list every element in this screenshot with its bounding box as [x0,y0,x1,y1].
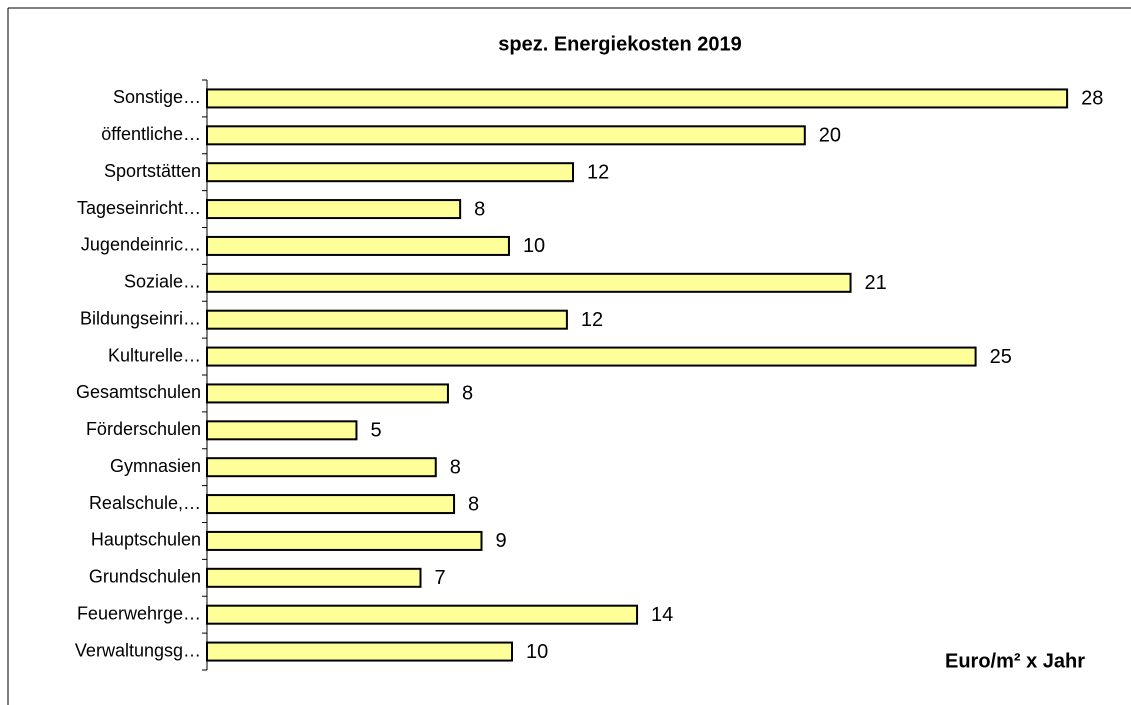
y-tick-label: Gesamtschulen [76,382,201,402]
bar [206,309,568,330]
y-tick-label: Soziale… [124,272,201,292]
value-label: 12 [581,309,603,331]
chart-title: spez. Energiekosten 2019 [498,33,741,55]
y-tick-label: Verwaltungsg… [75,640,201,660]
value-label: 9 [496,530,507,552]
unit-label: Euro/m² x Jahr [945,650,1085,672]
y-tick-label: Bildungseinri… [80,308,201,328]
bar [206,494,456,515]
bar [206,125,806,146]
value-label: 8 [468,493,479,515]
bar [206,457,437,478]
value-label: 25 [990,346,1012,368]
y-tick-label: Grundschulen [89,567,201,587]
y-tick-label: Förderschulen [86,419,201,439]
bar [206,162,574,183]
y-tick-label: Realschule,… [89,493,201,513]
value-label: 20 [819,125,841,147]
bar [206,530,483,551]
y-tick-label: Kulturelle… [108,345,201,365]
y-tick-label: Gymnasien [110,456,201,476]
bar [206,199,462,220]
bar [206,88,1069,109]
y-tick-label: Hauptschulen [91,530,201,550]
value-label: 28 [1081,88,1103,110]
y-tick-label: Feuerwehrge… [77,603,201,623]
bar [206,641,513,662]
y-tick-label: Jugendeinric… [81,235,201,255]
value-label: 10 [526,641,548,663]
bar [206,420,358,441]
value-label: 14 [651,604,673,626]
value-label: 8 [474,198,485,220]
bar [206,567,422,588]
y-tick-label: Sportstätten [104,161,201,181]
value-label: 12 [587,161,609,183]
value-label: 8 [450,456,461,478]
value-label: 5 [370,420,381,442]
value-label: 8 [462,383,473,405]
bar [206,235,510,256]
bar [206,604,639,625]
y-tick-label: Sonstige… [113,87,201,107]
bar [206,383,449,404]
y-tick-label: öffentliche… [101,124,201,144]
value-label: 21 [865,272,887,294]
value-label: 10 [523,235,545,257]
value-label: 7 [435,567,446,589]
y-tick-label: Tageseinricht… [77,198,201,218]
bar [206,272,852,293]
bar [206,346,977,367]
